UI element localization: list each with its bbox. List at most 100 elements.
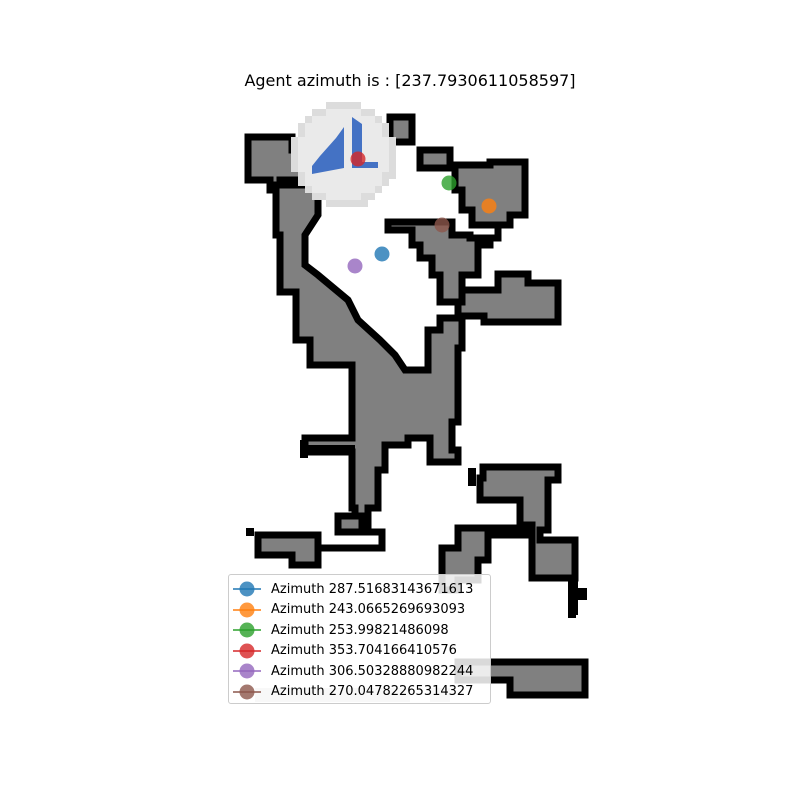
view-cone-cell xyxy=(305,123,312,130)
view-cone-cell xyxy=(326,137,333,144)
view-cone-cell xyxy=(326,123,333,130)
view-cone-cell xyxy=(361,165,368,172)
view-cone-cell xyxy=(368,116,375,123)
legend-label: Azimuth 253.99821486098 xyxy=(271,622,449,638)
view-cone-cell xyxy=(340,102,347,109)
legend-item: Azimuth 270.04782265314327 xyxy=(229,682,490,703)
view-cone-cell xyxy=(312,193,319,200)
view-cone-cell xyxy=(312,172,319,179)
map-region-1 xyxy=(272,181,562,529)
view-cone-cell xyxy=(382,123,389,130)
wall-fragment xyxy=(568,580,578,615)
view-cone-cell xyxy=(326,116,333,123)
view-cone-cell xyxy=(389,144,396,151)
view-cone-cell xyxy=(354,109,361,116)
legend-label: Azimuth 243.0665269693093 xyxy=(271,602,466,618)
view-cone-cell xyxy=(361,144,368,151)
view-cone-cell xyxy=(361,172,368,179)
view-cone-cell xyxy=(298,158,305,165)
view-cone-cell xyxy=(312,130,319,137)
view-cone-cell xyxy=(312,123,319,130)
legend-label: Azimuth 270.04782265314327 xyxy=(271,684,474,700)
view-cone-cell xyxy=(354,193,361,200)
view-cone-cell xyxy=(368,109,375,116)
view-cone-cell xyxy=(361,179,368,186)
legend-item: Azimuth 353.704166410576 xyxy=(229,641,490,662)
view-cone-cell xyxy=(326,179,333,186)
goal-point-5 xyxy=(434,217,450,233)
view-cone-cell xyxy=(333,116,340,123)
goal-point-3 xyxy=(350,151,366,167)
view-cone-cell xyxy=(382,165,389,172)
view-cone-cell xyxy=(319,116,326,123)
view-cone-cell xyxy=(347,193,354,200)
view-cone-cell xyxy=(305,116,312,123)
view-cone-cell xyxy=(382,144,389,151)
view-cone-cell xyxy=(375,137,382,144)
view-cone-cell xyxy=(319,144,326,151)
view-cone-cell xyxy=(361,200,368,207)
legend-marker xyxy=(233,643,261,659)
view-cone-cell xyxy=(326,109,333,116)
view-cone-cell xyxy=(305,144,312,151)
view-cone-cell xyxy=(361,109,368,116)
view-cone-cell xyxy=(319,193,326,200)
view-cone-cell xyxy=(326,102,333,109)
view-cone-cell xyxy=(305,186,312,193)
view-cone-cell xyxy=(333,200,340,207)
legend-item: Azimuth 253.99821486098 xyxy=(229,620,490,641)
view-cone-cell xyxy=(375,151,382,158)
view-cone-cell xyxy=(347,151,354,158)
view-cone-cell xyxy=(319,172,326,179)
view-cone-cell xyxy=(368,179,375,186)
view-cone-cell xyxy=(319,123,326,130)
view-cone-cell xyxy=(298,165,305,172)
goal-points xyxy=(347,151,497,274)
view-cone-cell xyxy=(298,179,305,186)
view-cone-cell xyxy=(347,144,354,151)
view-cone-cell xyxy=(375,123,382,130)
view-cone-cell xyxy=(312,158,319,165)
view-cone-cell xyxy=(312,179,319,186)
view-cone-cell xyxy=(291,151,298,158)
view-cone-cell xyxy=(382,151,389,158)
wall-fragment xyxy=(246,528,254,536)
view-cone-cell xyxy=(361,186,368,193)
legend-item: Azimuth 306.50328880982244 xyxy=(229,661,490,682)
view-cone-cell xyxy=(368,158,375,165)
view-cone-cell xyxy=(382,130,389,137)
view-cone-cell xyxy=(312,116,319,123)
view-cone-cell xyxy=(361,193,368,200)
view-cone-cell xyxy=(305,151,312,158)
view-cone-cell xyxy=(354,102,361,109)
legend-label: Azimuth 306.50328880982244 xyxy=(271,663,474,679)
view-cone-cell xyxy=(361,123,368,130)
view-cone-cell xyxy=(361,116,368,123)
legend-marker xyxy=(233,663,261,679)
legend-marker xyxy=(233,581,261,597)
view-cone-cell xyxy=(375,144,382,151)
goal-point-0 xyxy=(374,246,390,262)
view-cone-cell xyxy=(354,200,361,207)
legend-marker xyxy=(233,684,261,700)
view-cone-cell xyxy=(319,137,326,144)
view-cone-cell xyxy=(312,151,319,158)
view-cone-cell xyxy=(347,165,354,172)
view-cone-cell xyxy=(368,172,375,179)
view-cone-cell xyxy=(298,130,305,137)
view-cone-cell xyxy=(389,158,396,165)
view-cone-cell xyxy=(368,144,375,151)
view-cone-cell xyxy=(291,158,298,165)
view-cone-cell xyxy=(347,123,354,130)
view-cone-cell xyxy=(382,179,389,186)
view-cone-cell xyxy=(333,172,340,179)
view-cone-cell xyxy=(347,109,354,116)
view-cone-cell xyxy=(333,123,340,130)
view-cone-cell xyxy=(298,123,305,130)
view-cone-cell xyxy=(326,130,333,137)
view-cone-cell xyxy=(312,137,319,144)
view-cone-cell xyxy=(375,130,382,137)
goal-point-1 xyxy=(481,198,497,214)
view-cone-cell xyxy=(361,151,368,158)
view-cone-cell xyxy=(333,186,340,193)
